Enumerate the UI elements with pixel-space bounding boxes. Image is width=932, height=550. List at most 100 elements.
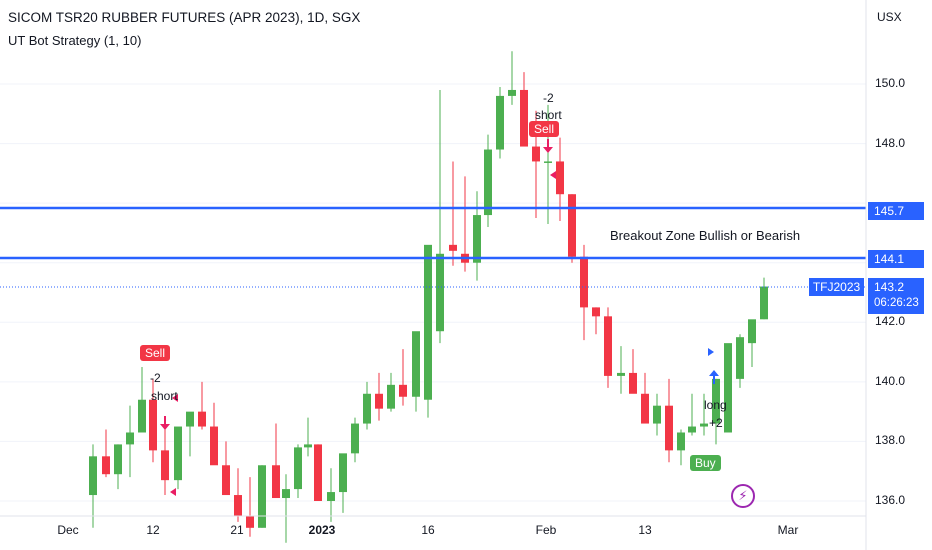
candle-body bbox=[314, 444, 322, 501]
entry-marker bbox=[708, 348, 714, 356]
candle-body bbox=[272, 465, 280, 499]
candle-body bbox=[375, 393, 383, 409]
candle-body bbox=[568, 194, 576, 257]
candle-body bbox=[532, 146, 540, 162]
currency-label: USX bbox=[877, 10, 902, 24]
candle-body bbox=[436, 253, 444, 332]
candle-body bbox=[114, 444, 122, 475]
arrow-head bbox=[543, 147, 553, 153]
time-tick-label: 13 bbox=[638, 523, 652, 537]
candle-body bbox=[424, 244, 432, 400]
candle-body bbox=[724, 343, 732, 433]
candle-body bbox=[760, 286, 768, 320]
price-tick-label: 140.0 bbox=[875, 373, 906, 388]
price-tick-label: 138.0 bbox=[875, 433, 906, 448]
grid bbox=[0, 83, 866, 502]
candle-body bbox=[653, 405, 661, 424]
level-tag-lower: 144.1 bbox=[868, 250, 924, 268]
time-tick-label: 21 bbox=[230, 523, 244, 537]
candle-body bbox=[496, 95, 504, 150]
candle-body bbox=[592, 307, 600, 317]
candle-body bbox=[617, 372, 625, 376]
candle-body bbox=[222, 465, 230, 496]
bar-countdown: 06:26:23 bbox=[874, 297, 919, 309]
signal-arrow bbox=[160, 416, 170, 430]
candle-body bbox=[665, 405, 673, 451]
buy-badge: Buy bbox=[690, 455, 721, 471]
signal-side: long bbox=[704, 398, 727, 412]
signal-qty: -2 bbox=[543, 91, 554, 105]
levels bbox=[0, 206, 866, 288]
last-price-value: 143.2 bbox=[874, 280, 905, 294]
time-tick-label: 12 bbox=[146, 523, 160, 537]
study-label[interactable]: UT Bot Strategy (1, 10) bbox=[8, 33, 142, 48]
candle-body bbox=[641, 393, 649, 424]
candle-body bbox=[126, 432, 134, 445]
candle-body bbox=[89, 456, 97, 496]
candle-body bbox=[149, 399, 157, 451]
entry-marker bbox=[170, 488, 176, 496]
candle-body bbox=[629, 372, 637, 394]
chart-title: SICOM TSR20 RUBBER FUTURES (APR 2023), 1… bbox=[8, 10, 361, 25]
candle-body bbox=[186, 411, 194, 427]
candle-body bbox=[210, 426, 218, 466]
candle-body bbox=[580, 256, 588, 308]
candle-body bbox=[688, 426, 696, 433]
candle-body bbox=[294, 447, 302, 490]
candle-body bbox=[412, 331, 420, 397]
sell-badge: Sell bbox=[140, 345, 171, 361]
candle-body bbox=[399, 384, 407, 397]
time-tick-label: Dec bbox=[57, 523, 79, 537]
price-tick-label: 136.0 bbox=[875, 493, 906, 507]
candle-body bbox=[198, 411, 206, 427]
symbol-tag: TFJ2023 bbox=[809, 278, 864, 296]
price-tick-label: 142.0 bbox=[875, 314, 906, 329]
candle-body bbox=[736, 337, 744, 379]
candle-body bbox=[246, 515, 254, 528]
entry-marker bbox=[172, 394, 178, 402]
candle-body bbox=[700, 423, 708, 427]
signal-arrow bbox=[543, 139, 553, 153]
candle-body bbox=[387, 384, 395, 409]
candle-body bbox=[234, 495, 242, 516]
candle-body bbox=[508, 89, 516, 96]
last-price-tag: 143.2 06:26:23 bbox=[868, 278, 924, 314]
zone-note: Breakout Zone Bullish or Bearish bbox=[610, 228, 801, 243]
price-tick-label: 150.0 bbox=[875, 76, 906, 90]
lightning-icon[interactable]: ⚡ bbox=[731, 484, 755, 508]
signal-arrow bbox=[709, 370, 719, 384]
candle-body bbox=[174, 426, 182, 481]
candle-body bbox=[258, 465, 266, 528]
candle-body bbox=[604, 316, 612, 376]
candle-body bbox=[351, 423, 359, 454]
candle-body bbox=[449, 244, 457, 251]
signal-side: short bbox=[151, 389, 178, 403]
candle-body bbox=[327, 492, 335, 501]
arrow-head bbox=[709, 370, 719, 376]
candle-body bbox=[102, 456, 110, 475]
candle-body bbox=[304, 444, 312, 448]
level-tag-upper: 145.7 bbox=[868, 202, 924, 220]
price-tick-label: 148.0 bbox=[875, 135, 906, 150]
sell-badge: Sell bbox=[529, 121, 560, 137]
time-tick-label: Feb bbox=[535, 523, 557, 537]
candle-body bbox=[282, 489, 290, 499]
time-tick-label: 16 bbox=[421, 523, 435, 537]
candle-body bbox=[544, 161, 552, 163]
candle-body bbox=[484, 149, 492, 216]
candle-body bbox=[712, 378, 720, 424]
candle-body bbox=[161, 450, 169, 481]
signal-qty: -2 bbox=[150, 371, 161, 385]
candle-body bbox=[677, 432, 685, 451]
signal-side: short bbox=[535, 108, 562, 122]
signal-qty: +2 bbox=[709, 416, 723, 430]
candle-body bbox=[363, 393, 371, 424]
arrow-head bbox=[160, 424, 170, 430]
candle-body bbox=[473, 215, 481, 263]
candle-body bbox=[339, 453, 347, 493]
time-tick-label: Mar bbox=[777, 523, 799, 537]
candle-body bbox=[556, 161, 564, 195]
signal-arrows bbox=[160, 139, 719, 496]
